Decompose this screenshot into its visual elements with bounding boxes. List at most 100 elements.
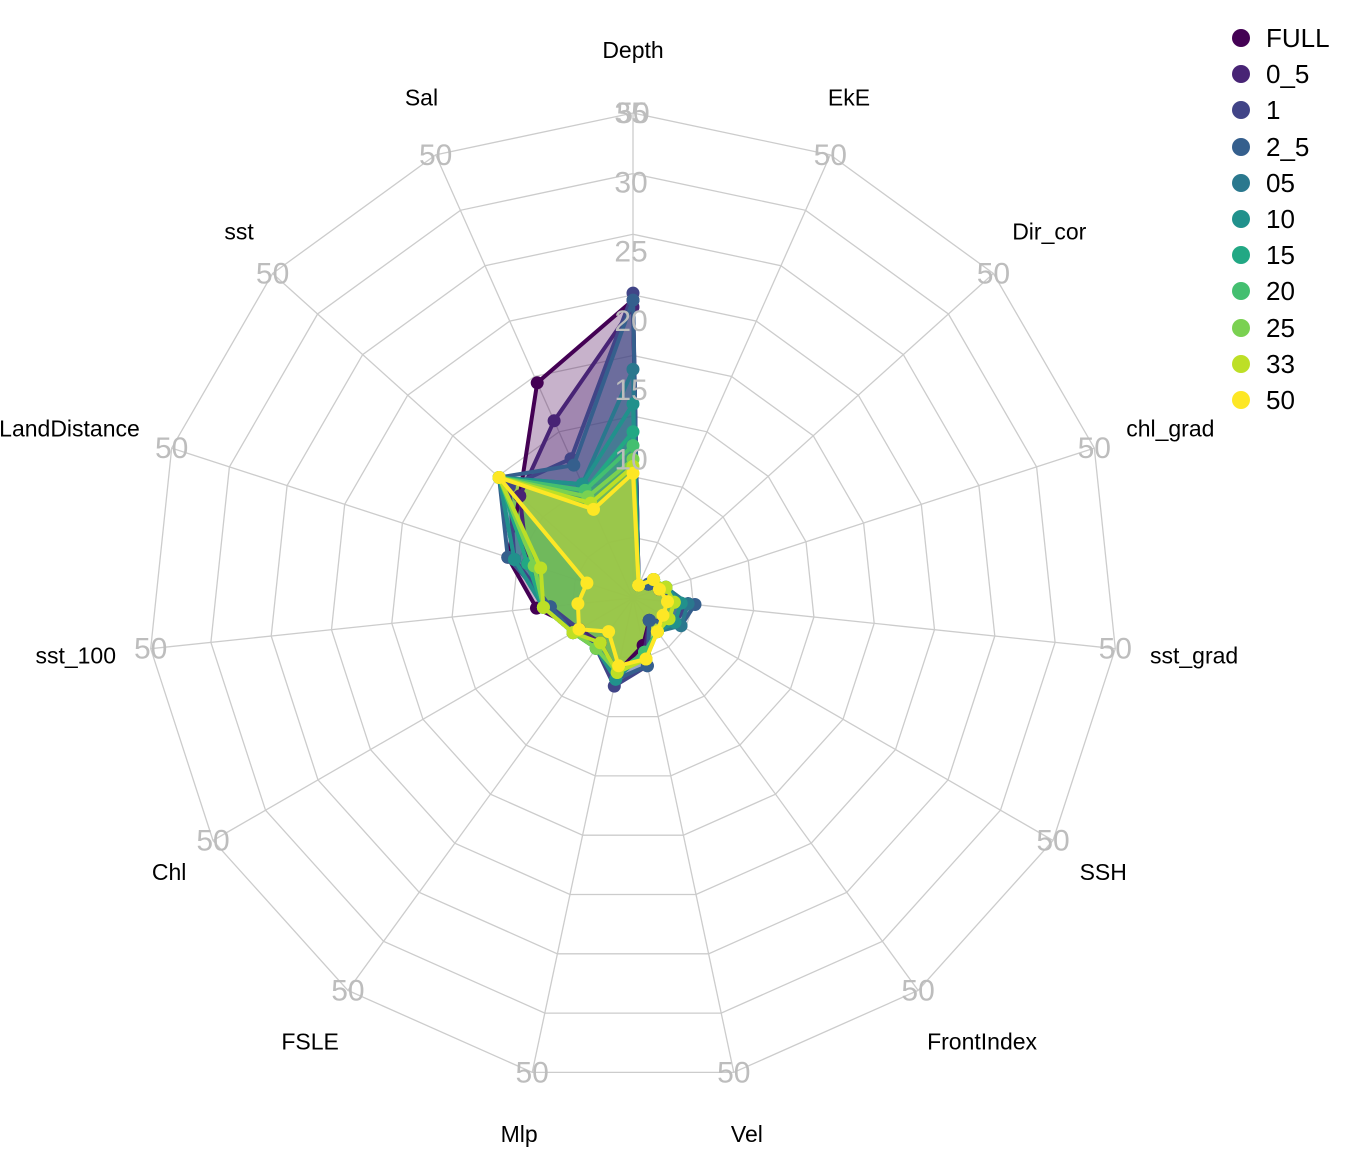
legend-marker (1232, 354, 1250, 373)
series-area-33 (499, 466, 675, 673)
data-point-50 (572, 622, 586, 636)
axis-label-frontindex: FrontIndex (927, 1028, 1037, 1054)
data-point-50 (580, 576, 594, 590)
legend-item: 0_5 (1232, 56, 1330, 92)
grid-ring (391, 354, 875, 836)
data-point-50 (571, 597, 585, 611)
data-point-FULL (530, 376, 544, 390)
axis-label-chl: Chl (152, 859, 187, 885)
radar-series (492, 286, 702, 693)
radar-grid (150, 112, 1116, 1074)
legend-item: 10 (1232, 201, 1330, 237)
axis-max-label: 50 (1078, 432, 1111, 465)
series-area-50 (499, 473, 668, 666)
axis-max-label: 50 (256, 258, 289, 291)
legend-item: 05 (1232, 165, 1330, 201)
axis-label-depth: Depth (602, 37, 663, 63)
axis-max-label: 50 (196, 825, 229, 858)
radial-tick-label: 25 (614, 236, 647, 269)
radial-tick-label: 10 (614, 443, 647, 476)
axis-spoke (171, 447, 634, 599)
legend-marker (1232, 29, 1250, 48)
legend-label: 1 (1266, 95, 1281, 126)
axis-max-label: 50 (977, 258, 1010, 291)
axis-spoke (632, 597, 735, 1073)
data-point-2_5 (642, 613, 656, 627)
axis-labels: Depth EkE Dir_cor chl_grad sst_grad SSH FrontI… (0, 37, 1238, 1147)
axis-spoke (632, 597, 1054, 842)
legend-label: 25 (1266, 312, 1295, 343)
data-point-2_5 (626, 293, 640, 307)
legend-item: 25 (1232, 310, 1330, 346)
axis-max-label: 50 (901, 974, 934, 1007)
axis-max-labels: 50 50 50 50 50 50 50 50 50 50 50 50 50 50 50 (134, 97, 1132, 1089)
radial-tick-label: 30 (614, 166, 647, 199)
legend-marker (1232, 101, 1250, 120)
legend-marker (1232, 282, 1250, 301)
axis-spoke (272, 273, 634, 599)
grid-ring (270, 233, 996, 955)
grid-ring (511, 476, 755, 718)
data-point-15 (626, 425, 640, 439)
data-point-33 (593, 636, 607, 650)
legend-marker (1232, 210, 1250, 229)
legend-marker (1232, 65, 1250, 84)
legend: FULL 0_5 1 2_5 05 10 15 20 25 33 50 (1232, 20, 1330, 418)
radial-tick-label: 15 (614, 374, 647, 407)
legend-item: 33 (1232, 346, 1330, 382)
legend-item: 1 (1232, 92, 1330, 128)
series-area-10 (499, 404, 682, 680)
radial-tick-label: 35 (614, 97, 647, 130)
data-point-33 (536, 600, 550, 614)
legend-marker (1232, 137, 1250, 156)
axis-spoke (632, 273, 994, 599)
radial-tick-label: 20 (614, 305, 647, 338)
legend-marker (1232, 173, 1250, 192)
data-point-50 (652, 582, 666, 596)
data-point-10 (507, 553, 521, 566)
axis-label-landdistance: LandDistance (0, 416, 140, 442)
axis-spoke (632, 597, 919, 991)
axis-spoke (632, 597, 1116, 650)
radial-tick-labels: 10 15 20 25 30 35 (614, 97, 647, 476)
axis-max-label: 50 (814, 139, 847, 172)
grid-ring (210, 172, 1056, 1014)
axis-label-vel: Vel (731, 1121, 763, 1147)
legend-item: 50 (1232, 382, 1330, 418)
axis-max-label: 50 (516, 1056, 549, 1089)
legend-item: 15 (1232, 237, 1330, 273)
legend-label: 2_5 (1266, 131, 1310, 162)
grid-ring (330, 294, 936, 896)
axis-max-label: 50 (134, 633, 167, 666)
data-point-50 (650, 625, 664, 639)
axis-label-eke: EkE (828, 84, 870, 110)
legend-label: 50 (1266, 384, 1295, 415)
axis-max-label: 50 (155, 432, 188, 465)
axis-spoke (632, 154, 831, 599)
legend-item: 2_5 (1232, 129, 1330, 165)
axis-max-label: 50 (419, 139, 452, 172)
legend-label: 20 (1266, 276, 1295, 307)
axis-max-label: 50 (1099, 633, 1132, 666)
data-point-50 (626, 466, 640, 480)
legend-item: FULL (1232, 20, 1330, 56)
series-area-25 (499, 459, 675, 673)
data-point-50 (587, 502, 600, 516)
data-point-50 (656, 608, 670, 622)
axis-label-chl_grad: chl_grad (1126, 416, 1214, 442)
data-point-05 (626, 362, 640, 376)
axis-label-sal: Sal (405, 84, 438, 110)
legend-label: 10 (1266, 204, 1295, 235)
data-point-50 (647, 573, 661, 586)
legend-label: 0_5 (1266, 59, 1310, 90)
axis-spoke (347, 597, 634, 991)
axis-max-label: 50 (616, 97, 649, 130)
legend-label: 15 (1266, 240, 1295, 271)
axis-label-dir_cor: Dir_cor (1012, 218, 1086, 244)
legend-label: FULL (1266, 23, 1330, 54)
data-point-50 (602, 625, 616, 639)
data-point-50 (612, 659, 626, 673)
axis-label-ssh: SSH (1080, 859, 1127, 885)
data-point-0_5 (547, 414, 561, 428)
axis-label-sst: sst (224, 218, 254, 244)
